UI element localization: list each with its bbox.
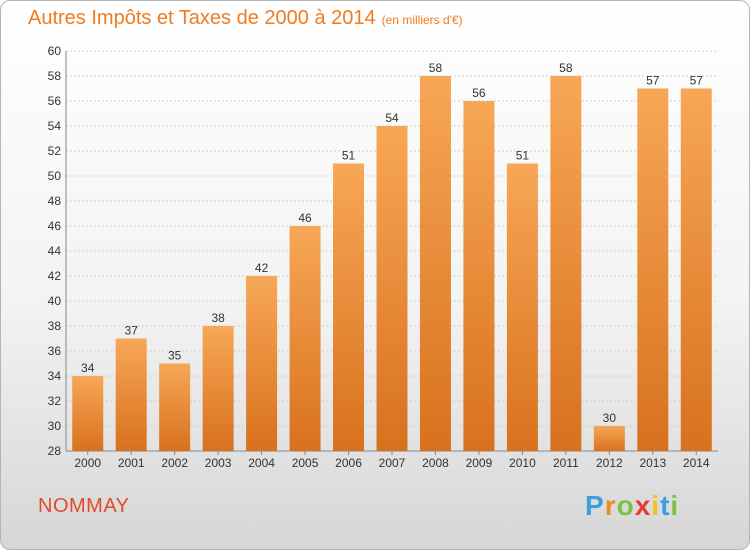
x-tick-label: 2006 <box>335 456 362 470</box>
data-label: 38 <box>211 311 225 325</box>
bar <box>376 126 408 451</box>
data-label: 42 <box>255 261 269 275</box>
y-tick-label: 56 <box>48 94 62 108</box>
y-tick-label: 58 <box>48 69 62 83</box>
data-label: 58 <box>559 61 573 75</box>
y-tick-label: 36 <box>48 344 62 358</box>
x-tick-label: 2013 <box>639 456 666 470</box>
chart-subtitle: (en milliers d'€) <box>381 13 463 27</box>
data-label: 35 <box>168 349 182 363</box>
data-label: 46 <box>298 211 312 225</box>
y-tick-label: 50 <box>48 169 62 183</box>
bar <box>593 426 625 451</box>
bar <box>333 163 365 451</box>
logo-letter: r <box>604 490 617 521</box>
x-tick-label: 2003 <box>205 456 232 470</box>
logo-letter: P <box>585 490 605 521</box>
bar <box>637 88 669 451</box>
y-tick-label: 32 <box>48 394 62 408</box>
x-tick-label: 2011 <box>553 456 579 470</box>
bar <box>463 101 495 451</box>
logo-letter: x <box>634 490 652 521</box>
data-label: 58 <box>429 61 443 75</box>
y-tick-label: 28 <box>48 444 62 458</box>
y-tick-label: 38 <box>48 319 62 333</box>
y-tick-label: 34 <box>48 369 62 383</box>
y-tick-label: 40 <box>48 294 62 308</box>
bar <box>115 338 147 451</box>
x-tick-label: 2010 <box>509 456 536 470</box>
data-label: 57 <box>646 74 660 88</box>
x-tick-label: 2014 <box>683 456 710 470</box>
bar <box>680 88 712 451</box>
bar <box>419 76 451 451</box>
y-tick-label: 48 <box>48 194 62 208</box>
y-tick-label: 60 <box>48 44 62 58</box>
x-tick-label: 2005 <box>292 456 319 470</box>
commune-name: NOMMAY <box>38 495 130 517</box>
logo-letter: t <box>660 490 671 521</box>
data-label: 30 <box>603 411 617 425</box>
bar <box>202 326 234 451</box>
data-label: 54 <box>385 111 399 125</box>
y-tick-label: 46 <box>48 219 62 233</box>
data-label: 51 <box>342 149 356 163</box>
x-tick-label: 2007 <box>379 456 406 470</box>
proxiti-logo: Proxiti <box>585 490 679 522</box>
chart-title-text: Autres Impôts et Taxes de 2000 à 2014 <box>28 7 376 29</box>
y-tick-label: 52 <box>48 144 62 158</box>
bar <box>246 276 278 451</box>
x-tick-label: 2001 <box>118 456 145 470</box>
y-tick-label: 54 <box>48 119 62 133</box>
bar <box>550 76 582 451</box>
logo-letter: o <box>616 490 635 521</box>
bar <box>506 163 538 451</box>
y-tick-label: 42 <box>48 269 62 283</box>
x-tick-label: 2002 <box>161 456 188 470</box>
x-tick-label: 2012 <box>596 456 623 470</box>
bar <box>72 376 104 451</box>
x-tick-label: 2009 <box>466 456 493 470</box>
data-label: 51 <box>516 149 530 163</box>
data-label: 34 <box>81 361 95 375</box>
y-tick-label: 44 <box>48 244 62 258</box>
x-tick-label: 2004 <box>248 456 275 470</box>
data-label: 56 <box>472 86 486 100</box>
bar <box>159 363 191 451</box>
x-tick-label: 2008 <box>422 456 449 470</box>
y-tick-label: 30 <box>48 419 62 433</box>
x-tick-label: 2000 <box>74 456 101 470</box>
chart-title: Autres Impôts et Taxes de 2000 à 2014 (en… <box>28 7 463 30</box>
bar <box>289 226 321 451</box>
logo-letter: i <box>670 490 680 521</box>
data-label: 37 <box>125 324 139 338</box>
logo-letter: i <box>651 490 661 521</box>
data-label: 57 <box>690 74 704 88</box>
